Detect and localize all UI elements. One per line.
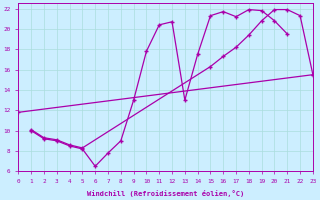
X-axis label: Windchill (Refroidissement éolien,°C): Windchill (Refroidissement éolien,°C) [87,190,244,197]
